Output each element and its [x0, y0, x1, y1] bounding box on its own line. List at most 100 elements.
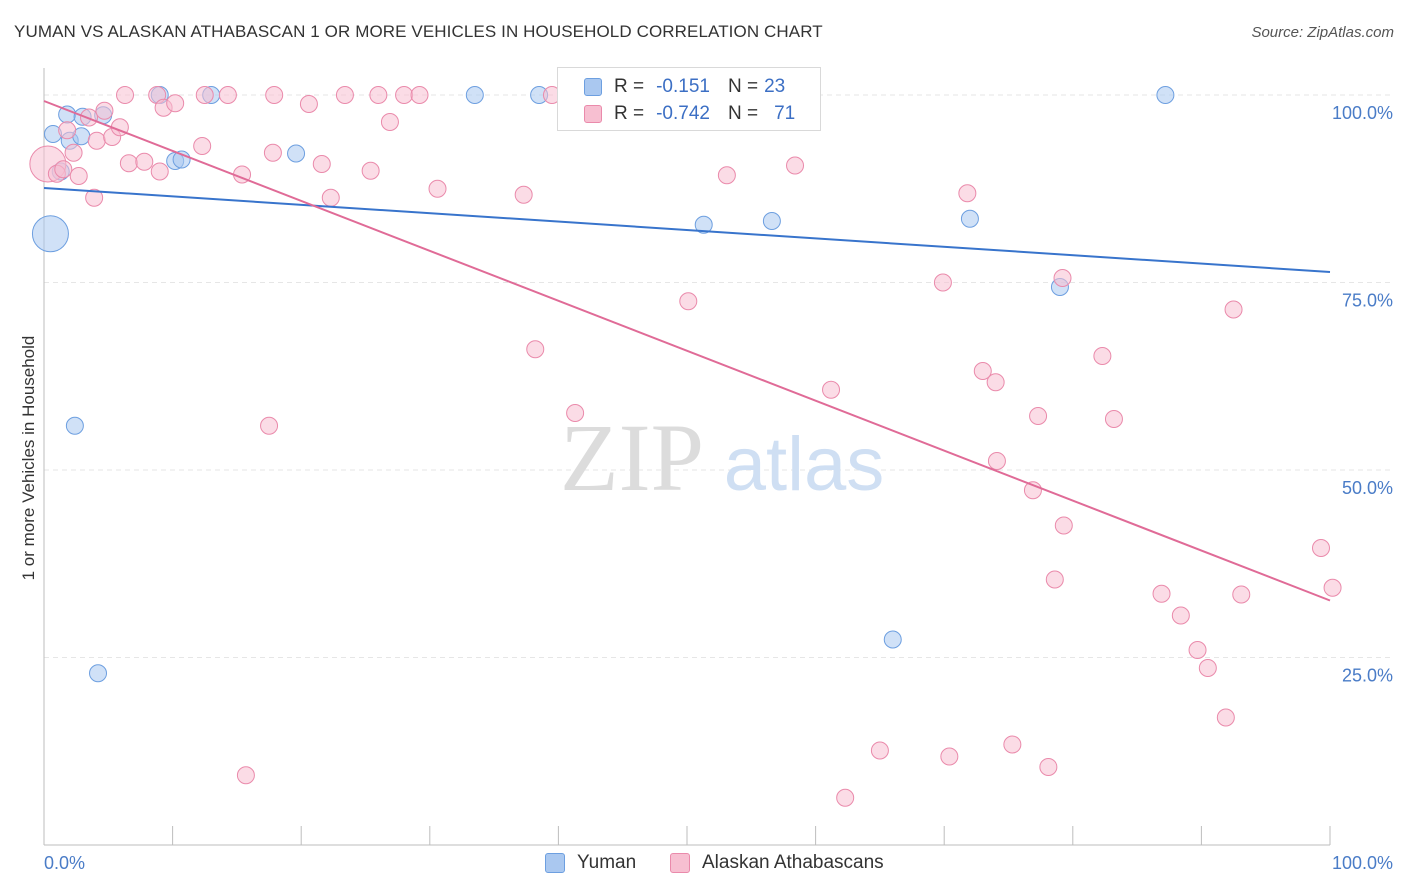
athabascan-point [1224, 300, 1243, 319]
legend-n-label: N = [727, 103, 759, 124]
athabascan-point [836, 788, 855, 807]
athabascan-point [321, 188, 340, 207]
athabascan-point [1171, 606, 1190, 625]
athabascan-point [380, 113, 399, 131]
athabascan-point [1053, 269, 1072, 287]
athabascan-point [135, 152, 154, 171]
athabascan-point [260, 416, 279, 435]
legend-swatch-yuman [584, 78, 602, 96]
athabascan-point [64, 143, 83, 162]
athabascan-point [958, 184, 977, 203]
athabascan-point [1029, 407, 1048, 425]
series-legend-athabascan[interactable]: Alaskan Athabascans [670, 852, 884, 874]
legend-n-value: 23 [764, 76, 786, 97]
athabascan-point [1198, 659, 1217, 677]
athabascan-point [312, 155, 331, 173]
legend-swatch-athabascan [584, 105, 602, 123]
yuman-point [31, 215, 69, 253]
series-label-athabascan: Alaskan Athabascans [702, 852, 884, 873]
athabascan-point [361, 161, 380, 180]
yuman-point [465, 86, 484, 104]
athabascan-point [1188, 641, 1207, 659]
athabascan-point [940, 747, 959, 766]
athabascan-point [265, 86, 284, 104]
legend-r-value: -0.151 [656, 76, 710, 97]
athabascan-point [236, 766, 255, 785]
y-tick-label: 100.0% [1332, 103, 1393, 123]
athabascan-point [87, 131, 106, 150]
athabascan-point [1039, 758, 1058, 776]
athabascan-point [679, 292, 698, 311]
y-tick-label: 75.0% [1342, 291, 1393, 311]
athabascan-point [95, 101, 114, 120]
yuman-point [694, 215, 713, 234]
watermark-zip: ZIP [560, 404, 704, 511]
series-swatch-yuman [545, 853, 565, 873]
athabascan-point [54, 160, 73, 179]
series-legend: Yuman Alaskan Athabascans [0, 852, 1406, 878]
athabascan-point [1323, 578, 1342, 597]
athabascan-point [933, 273, 952, 292]
athabascan-point [166, 94, 185, 113]
athabascan-point [973, 362, 992, 380]
yuman-point [287, 144, 306, 163]
athabascan-point [1104, 410, 1123, 428]
legend-row-yuman: R = -0.151 N = 23 [584, 75, 785, 99]
athabascan-point [1045, 570, 1064, 589]
athabascan-point [195, 86, 214, 104]
legend-r-label: R = [614, 103, 645, 124]
source-label: Source: ZipAtlas.com [1251, 24, 1394, 41]
athabascan-point [85, 188, 104, 207]
athabascan-point [335, 86, 354, 104]
yuman-point [762, 212, 781, 230]
x-tick-label: 0.0% [44, 853, 85, 873]
athabascan-point [69, 167, 88, 185]
legend-r-value: -0.742 [656, 103, 710, 124]
athabascan-point [428, 179, 447, 198]
athabascan-point [786, 156, 805, 175]
athabascan-point [566, 404, 585, 422]
legend-r-label: R = [614, 76, 645, 97]
yuman-point [89, 664, 108, 683]
athabascan-point [395, 86, 414, 104]
y-tick-label: 50.0% [1342, 478, 1393, 498]
athabascan-point [1003, 735, 1022, 754]
series-swatch-athabascan [670, 853, 690, 873]
watermark-atlas: atlas [724, 422, 885, 507]
athabascan-point [193, 137, 212, 155]
athabascan-point [369, 86, 388, 104]
yuman-point [1156, 86, 1175, 104]
yuman-point [65, 416, 84, 435]
y-tick-label: 25.0% [1342, 666, 1393, 686]
legend-row-athabascan: R = -0.742 N = 71 [584, 102, 795, 126]
athabascan-point [410, 86, 429, 104]
athabascan-point [870, 741, 889, 760]
athabascan-point [119, 154, 138, 173]
athabascan-point [263, 143, 282, 162]
athabascan-point [1216, 708, 1235, 727]
legend-n-label: N = [727, 76, 759, 97]
yuman-point [960, 209, 979, 228]
athabascan-point [987, 452, 1006, 470]
athabascan-point [58, 121, 77, 140]
chart-title: YUMAN VS ALASKAN ATHABASCAN 1 OR MORE VE… [14, 22, 823, 41]
yuman-point [883, 630, 902, 649]
tick-labels: 100.0% 75.0% 50.0% 25.0% 0.0% 100.0% [44, 103, 1393, 873]
athabascan-point [822, 380, 841, 399]
athabascan-trend-line [43, 100, 1331, 602]
legend-n-value: 71 [774, 103, 796, 124]
athabascan-point [986, 373, 1005, 392]
watermark: ZIP atlas [560, 404, 884, 511]
series-legend-yuman[interactable]: Yuman [545, 852, 636, 874]
y-axis-label: 1 or more Vehicles in Household [19, 336, 38, 581]
athabascan-point [1232, 585, 1251, 604]
athabascan-point [717, 166, 736, 185]
trend-lines [43, 100, 1331, 602]
athabascan-point [514, 185, 533, 204]
athabascan-point [218, 86, 237, 104]
axes [43, 68, 1331, 846]
athabascan-point [1311, 539, 1330, 557]
athabascan-point [299, 95, 318, 113]
data-points [29, 86, 1342, 807]
